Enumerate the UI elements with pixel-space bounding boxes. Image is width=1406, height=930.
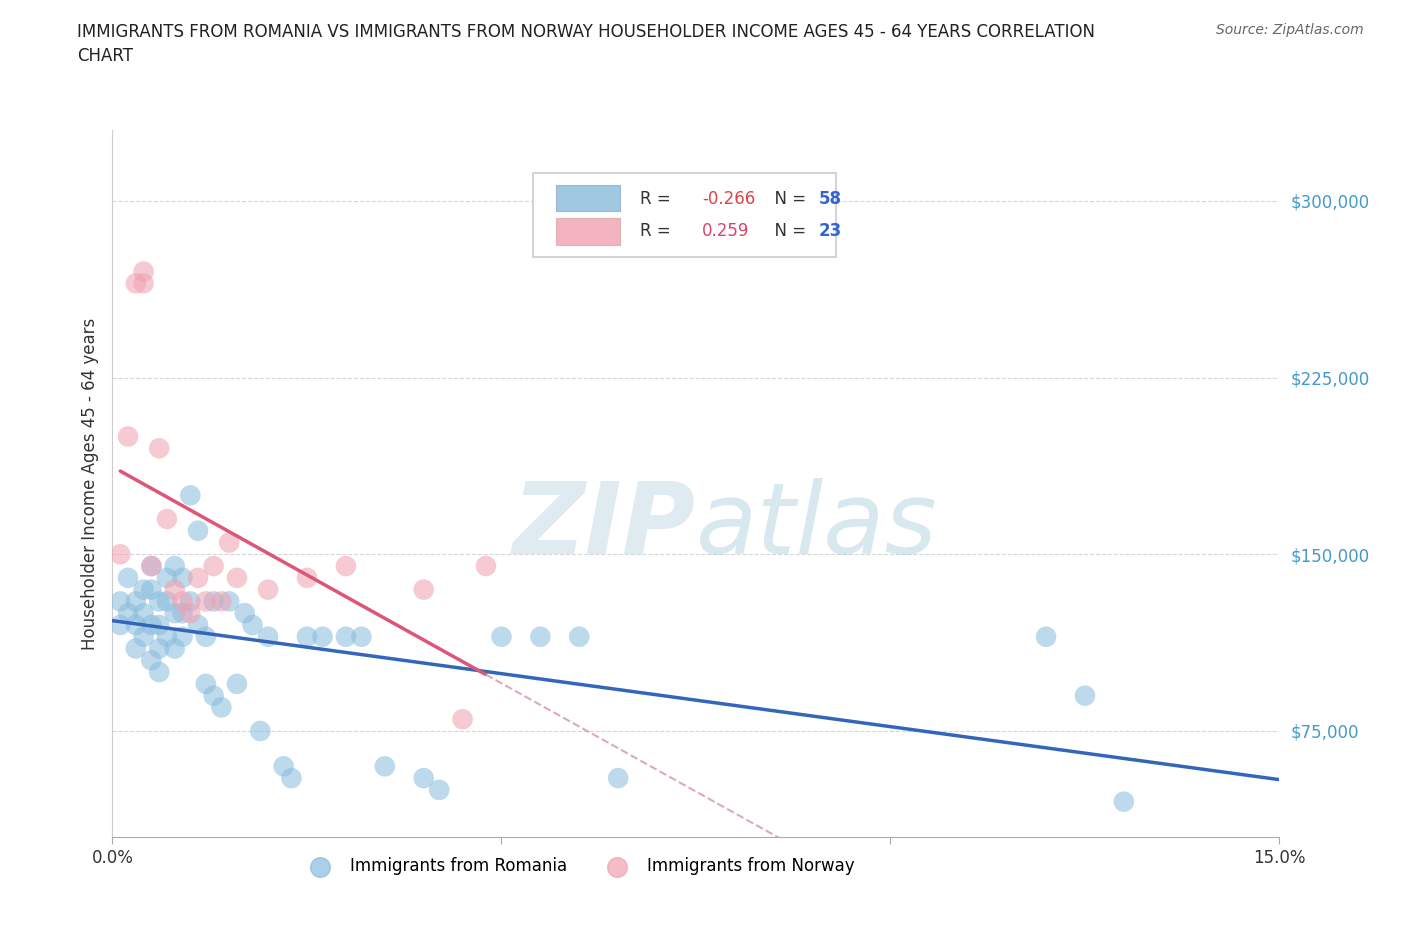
- Point: [132, 630, 155, 644]
- Point: [148, 665, 170, 680]
- Point: [141, 559, 163, 574]
- FancyBboxPatch shape: [533, 173, 837, 258]
- Point: [249, 724, 271, 738]
- Point: [295, 630, 318, 644]
- Point: [194, 676, 217, 691]
- Point: [117, 605, 139, 620]
- Point: [412, 582, 434, 597]
- Point: [148, 618, 170, 632]
- Point: [194, 630, 217, 644]
- Point: [491, 630, 513, 644]
- Point: [172, 630, 194, 644]
- Text: N =: N =: [763, 190, 811, 207]
- Point: [202, 559, 225, 574]
- Point: [242, 618, 264, 632]
- Y-axis label: Householder Income Ages 45 - 64 years: Householder Income Ages 45 - 64 years: [80, 317, 98, 650]
- Point: [163, 582, 186, 597]
- Text: R =: R =: [640, 222, 676, 240]
- Point: [156, 512, 179, 526]
- Point: [335, 559, 357, 574]
- Point: [117, 570, 139, 585]
- Point: [226, 676, 249, 691]
- Point: [179, 594, 201, 609]
- Point: [209, 594, 232, 609]
- Text: IMMIGRANTS FROM ROMANIA VS IMMIGRANTS FROM NORWAY HOUSEHOLDER INCOME AGES 45 - 6: IMMIGRANTS FROM ROMANIA VS IMMIGRANTS FR…: [77, 23, 1095, 65]
- Point: [141, 618, 163, 632]
- Point: [427, 782, 450, 797]
- Point: [110, 547, 132, 562]
- Point: [110, 594, 132, 609]
- Point: [209, 700, 232, 715]
- Point: [179, 605, 201, 620]
- Point: [172, 605, 194, 620]
- Legend: Immigrants from Romania, Immigrants from Norway: Immigrants from Romania, Immigrants from…: [297, 850, 862, 882]
- Point: [156, 570, 179, 585]
- Point: [412, 771, 434, 786]
- Point: [202, 594, 225, 609]
- Point: [1074, 688, 1097, 703]
- Point: [202, 688, 225, 703]
- Text: N =: N =: [763, 222, 811, 240]
- Point: [187, 524, 209, 538]
- Point: [172, 570, 194, 585]
- Point: [257, 630, 280, 644]
- Point: [218, 594, 240, 609]
- Point: [132, 264, 155, 279]
- Point: [350, 630, 373, 644]
- Point: [156, 630, 179, 644]
- Point: [141, 582, 163, 597]
- Text: atlas: atlas: [696, 477, 938, 575]
- Point: [125, 594, 148, 609]
- Point: [280, 771, 302, 786]
- Point: [117, 429, 139, 444]
- Point: [187, 618, 209, 632]
- Point: [335, 630, 357, 644]
- Point: [233, 605, 256, 620]
- Point: [163, 605, 186, 620]
- Point: [125, 276, 148, 291]
- Point: [125, 641, 148, 656]
- Text: R =: R =: [640, 190, 676, 207]
- Point: [141, 653, 163, 668]
- Point: [568, 630, 591, 644]
- Point: [273, 759, 295, 774]
- Point: [132, 276, 155, 291]
- FancyBboxPatch shape: [555, 218, 620, 245]
- Point: [194, 594, 217, 609]
- Text: ZIP: ZIP: [513, 477, 696, 575]
- Point: [132, 582, 155, 597]
- Point: [311, 630, 333, 644]
- Point: [374, 759, 396, 774]
- Point: [529, 630, 551, 644]
- Point: [110, 618, 132, 632]
- Point: [172, 594, 194, 609]
- Point: [125, 618, 148, 632]
- Point: [475, 559, 498, 574]
- Point: [148, 641, 170, 656]
- Point: [163, 559, 186, 574]
- Text: -0.266: -0.266: [702, 190, 755, 207]
- Text: Source: ZipAtlas.com: Source: ZipAtlas.com: [1216, 23, 1364, 37]
- Point: [218, 535, 240, 550]
- Point: [179, 488, 201, 503]
- Text: 0.259: 0.259: [702, 222, 749, 240]
- FancyBboxPatch shape: [555, 185, 620, 211]
- Point: [148, 594, 170, 609]
- Point: [257, 582, 280, 597]
- Point: [141, 559, 163, 574]
- Point: [163, 641, 186, 656]
- Text: 58: 58: [818, 190, 842, 207]
- Text: 23: 23: [818, 222, 842, 240]
- Point: [451, 711, 474, 726]
- Point: [607, 771, 630, 786]
- Point: [226, 570, 249, 585]
- Point: [1035, 630, 1057, 644]
- Point: [156, 594, 179, 609]
- Point: [148, 441, 170, 456]
- Point: [132, 605, 155, 620]
- Point: [187, 570, 209, 585]
- Point: [1112, 794, 1135, 809]
- Point: [295, 570, 318, 585]
